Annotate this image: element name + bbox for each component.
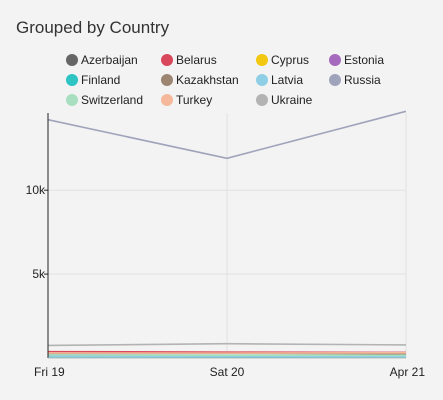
legend-swatch xyxy=(256,74,268,86)
legend-label: Azerbaijan xyxy=(81,53,138,67)
legend-label: Finland xyxy=(81,73,121,87)
legend-label: Russia xyxy=(344,73,381,87)
legend-swatch xyxy=(329,74,341,86)
y-tick-label: 10k xyxy=(26,183,46,197)
legend-swatch xyxy=(66,54,78,66)
legend-item-turkey[interactable]: Turkey xyxy=(161,92,212,108)
legend-swatch xyxy=(161,94,173,106)
legend-swatch xyxy=(256,94,268,106)
legend-item-azerbaijan[interactable]: Azerbaijan xyxy=(66,52,138,68)
legend-item-ukraine[interactable]: Ukraine xyxy=(256,92,312,108)
x-tick-label: Sat 20 xyxy=(210,365,245,379)
series-line-russia xyxy=(47,110,407,160)
legend-item-belarus[interactable]: Belarus xyxy=(161,52,217,68)
legend-item-latvia[interactable]: Latvia xyxy=(256,72,303,88)
legend-label: Belarus xyxy=(176,53,217,67)
legend-swatch xyxy=(66,74,78,86)
legend-item-finland[interactable]: Finland xyxy=(66,72,120,88)
legend-label: Estonia xyxy=(344,53,385,67)
legend-label: Kazakhstan xyxy=(176,73,239,87)
legend-item-estonia[interactable]: Estonia xyxy=(329,52,384,68)
legend-swatch xyxy=(329,54,341,66)
legend-label: Ukraine xyxy=(271,93,313,107)
legend-item-russia[interactable]: Russia xyxy=(329,72,381,88)
legend-item-cyprus[interactable]: Cyprus xyxy=(256,52,309,68)
chart-title: Grouped by Country xyxy=(16,18,170,37)
legend-swatch xyxy=(256,54,268,66)
y-tick-label: 5k xyxy=(32,267,46,281)
legend-swatch xyxy=(161,54,173,66)
legend-swatch xyxy=(66,94,78,106)
legend-label: Cyprus xyxy=(271,53,310,67)
x-tick-label: Apr 21 xyxy=(390,365,426,379)
legend-item-kazakhstan[interactable]: Kazakhstan xyxy=(161,72,239,88)
series-line-ukraine xyxy=(47,342,407,347)
legend-label: Switzerland xyxy=(81,93,144,107)
legend-item-switzerland[interactable]: Switzerland xyxy=(66,92,143,108)
legend-label: Latvia xyxy=(271,73,304,87)
legend-label: Turkey xyxy=(176,93,213,107)
x-tick-label: Fri 19 xyxy=(34,365,65,379)
legend-swatch xyxy=(161,74,173,86)
